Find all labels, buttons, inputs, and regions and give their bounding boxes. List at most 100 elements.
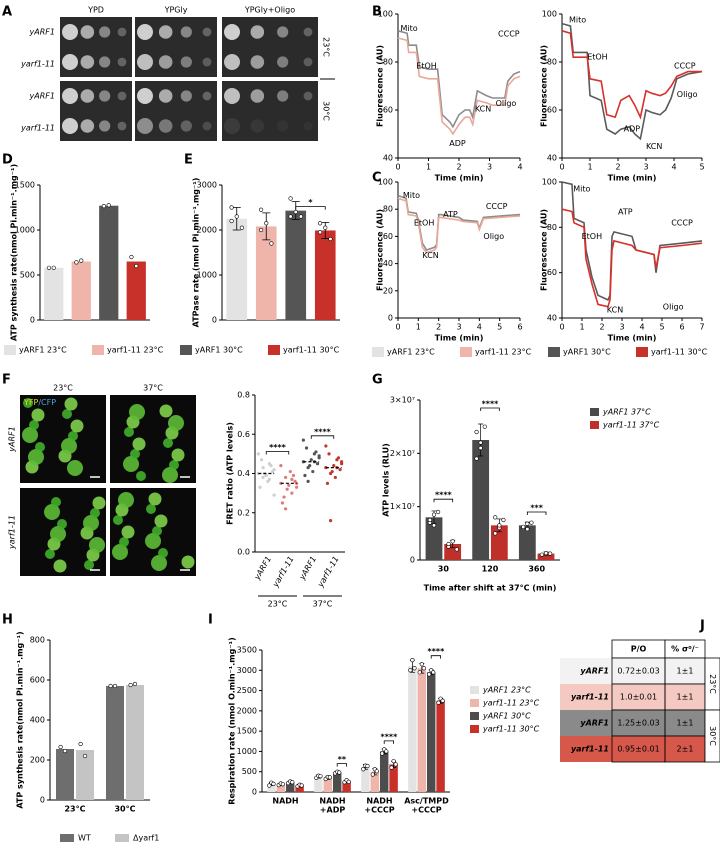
data-point [101,204,107,209]
y-tick-label: 60 [383,232,393,241]
strain-label: yARF1 [29,28,55,37]
trace-line [561,208,703,308]
cell [22,427,38,443]
significance-label: **** [314,427,332,436]
data-point [525,521,530,526]
data-point [267,477,271,481]
cell [124,427,134,437]
data-point [440,698,445,703]
spot [80,89,95,103]
bar [314,230,336,320]
significance-bracket [295,206,326,210]
y-tick-label: 40 [547,154,557,163]
legend-swatch [548,347,560,357]
data-point [315,462,320,466]
panel-letter: F [2,373,11,388]
data-point [280,501,285,505]
data-point [129,254,134,260]
bar [425,517,443,560]
data-point [290,491,294,495]
trace-line [397,37,521,136]
spot [99,90,111,102]
spot [80,55,95,69]
y-tick-label: 2000 [197,226,217,235]
data-point [427,672,432,677]
y-tick-label: 2500 [237,686,257,695]
significance-bracket [430,655,441,659]
legend-swatch [372,347,384,357]
cell [152,526,162,536]
row-fill [560,684,705,710]
data-point [82,753,88,759]
annotation: ATP [443,210,458,219]
spot [99,56,111,68]
cell [145,533,161,549]
legend-label: yarf1-11 37°C [602,421,660,430]
x-tick-label: 1 [587,163,592,172]
cell [61,438,77,454]
x-tick-label: 3 [487,163,492,172]
legend-swatch [180,345,192,355]
bar [537,553,555,560]
spot [137,54,153,70]
x-tick-label: yarf1-11 [315,555,340,590]
data-point [287,483,291,487]
data-point [291,473,296,478]
x-tick-label: 1 [416,323,421,332]
legend-swatch [60,834,74,842]
column-label: 37°C [143,384,163,393]
data-point [229,205,234,210]
legend-label: yARF1 30°C [482,712,531,721]
spot [250,89,265,103]
data-point [269,241,274,246]
x-axis-label: Time (min) [435,334,484,343]
bar [332,772,342,792]
y-tick-label: 0 [388,314,393,323]
annotation: Oligo [663,303,684,312]
significance-bracket [265,451,290,455]
bar [436,700,445,792]
data-point [338,467,342,472]
data-point [314,450,318,454]
bar [370,771,380,792]
spot [158,55,173,69]
data-point [374,769,379,774]
significance-bracket [310,435,335,439]
legend-label: WT [78,834,91,843]
spot [202,57,212,67]
annotation: EtOH [414,218,435,227]
data-point [309,458,313,462]
bar [314,776,323,792]
error-bar [321,221,330,239]
annotation: Oligo [483,232,504,241]
legend-swatch [92,345,104,355]
y-tick-label: 20 [383,286,393,295]
data-point [270,469,275,474]
x-tick-label: 30°C [114,805,135,814]
row-label: yARF1 [8,426,17,452]
y-tick-label: 1000 [197,271,217,280]
data-point [256,452,260,456]
data-point [288,196,293,201]
annotation: Mito [573,184,590,193]
cell [44,504,60,520]
x-tick-label: 4 [477,323,482,332]
legend-label: yARF1 23°C [482,686,531,695]
spot [224,118,240,134]
x-tick-label: 0 [559,163,564,172]
data-point [333,475,337,480]
strain-label: yARF1 [29,92,55,101]
data-point [51,265,56,270]
data-point [421,666,426,671]
data-point [474,429,479,435]
bar [361,766,370,792]
y-tick-label: 3×10⁷ [390,396,415,405]
spot [117,27,127,37]
y-axis-label: ATPase rate (nmol Pi.min⁻¹.mg⁻¹) [192,178,201,328]
data-point [318,774,323,779]
data-point [417,670,422,675]
data-point [234,214,239,219]
significance-label: **** [428,647,446,656]
y-tick-label: 0.0 [237,548,250,557]
data-point [427,517,432,523]
